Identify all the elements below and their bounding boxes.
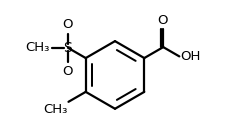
Text: CH₃: CH₃ [25,41,50,54]
Text: O: O [62,65,73,78]
Text: O: O [157,14,167,27]
Text: S: S [63,41,72,55]
Text: O: O [62,18,73,31]
Text: CH₃: CH₃ [43,103,67,116]
Text: OH: OH [180,50,200,63]
